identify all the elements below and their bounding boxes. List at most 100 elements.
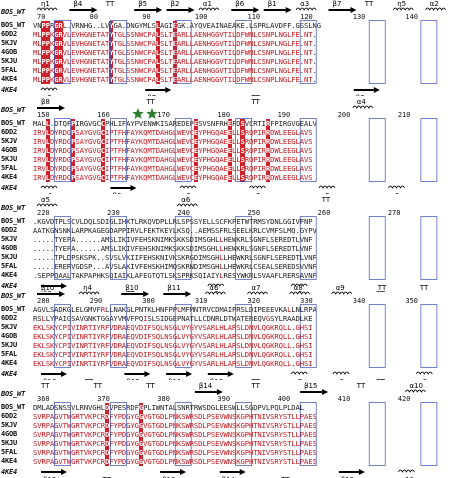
beta-strand-arrowhead bbox=[130, 185, 137, 191]
alignment-block: η1 β4 TT β5 β2 α1 β6 β1 α3 β7 TT η5 α2 BOS_WT 70 80 90 10… bbox=[0, 0, 474, 96]
similarity-frame bbox=[368, 402, 386, 466]
similarity-frame bbox=[420, 118, 438, 182]
conservation-frames bbox=[54, 304, 438, 368]
structure-track-name-bottom: 4KE4 bbox=[1, 184, 18, 192]
sequence-name: 5KJV bbox=[1, 323, 18, 331]
helix-coil bbox=[36, 203, 58, 207]
structure-label: α6 bbox=[293, 290, 303, 292]
structure-label: η6 bbox=[391, 192, 400, 194]
structure-label: TT bbox=[105, 0, 115, 8]
sequence-residues: IRVLDYRDGPSAYGVGCIPTFHFAYKQMTDAHGLWEVCEY… bbox=[33, 128, 313, 137]
sequence-name: 4GOB bbox=[1, 146, 18, 154]
structure-label: α5 bbox=[41, 196, 50, 204]
helix-coil bbox=[78, 291, 100, 295]
helix-coil bbox=[205, 291, 226, 295]
similarity-frame bbox=[235, 304, 252, 368]
residue-number: 290 bbox=[89, 297, 103, 305]
structure-label: β6 bbox=[235, 0, 244, 8]
sequence-name: BOS_WT bbox=[1, 21, 26, 29]
structure-label: β11 bbox=[167, 284, 180, 292]
structure-label: β6 bbox=[113, 192, 122, 194]
similarity-frame bbox=[54, 304, 71, 368]
beta-strand-arrowhead bbox=[91, 7, 98, 13]
structure-track-name: BOS_WT bbox=[1, 106, 26, 114]
sequence-row: 4GOB SVRPAGVTWGRTVKPCRDFYPDGYGGVGTGDLPNKS… bbox=[0, 430, 474, 439]
star-icon bbox=[146, 108, 158, 119]
sequence-name: 5KJU bbox=[1, 341, 18, 349]
residue-number: 390 bbox=[217, 395, 231, 403]
sequence-residues: SVRPAGVTWGRTVKPCRDFYPDGYGGVGTGDLPNKSWRSD… bbox=[33, 448, 317, 457]
residue-number: 310 bbox=[194, 297, 208, 305]
beta-strand-arrowhead bbox=[61, 371, 67, 377]
sequence-name: 5FAL bbox=[1, 262, 18, 270]
sequence-row: 5FAL SVRPAGVTWGRTVKPCRDFYPDGYGGVGTGDLPNKS… bbox=[0, 448, 474, 457]
sequence-residues: SVRPAGVTWGRTVKPCRDFYPDGYGGVGTGDLPNKSWRSD… bbox=[33, 421, 317, 430]
sequence-residues: IRVLDYRDGPSAYGVGCIPTFHFAYKQMTDAHGLWEVCEY… bbox=[33, 164, 313, 173]
sequence-residues: EKLSKYCPIVINRTIYRFVDRAEQVDIFSQLNSGLVYGYV… bbox=[33, 323, 313, 332]
sequence-row: 6DD2 IRVLDYRDGPSAYGVGCIPTFHFAYKQMTDAHGLWE… bbox=[0, 128, 474, 137]
structure-label: TT bbox=[364, 0, 374, 8]
sequence-row: 4GOB MLPPKGRVLEVHGNETATYTGLSSNWCPALSLTEAR… bbox=[0, 48, 474, 57]
similarity-frame bbox=[174, 20, 192, 84]
structure-track-name-bottom: 4KE4 bbox=[1, 86, 18, 94]
sequence-residues: SVRPAGVTWGRTVKPCRDFYPDGYGGVGTGDLPNKSWRSD… bbox=[33, 439, 317, 448]
structure-label: β7 bbox=[333, 0, 342, 8]
sequence-residues: EKLSKYCPIVINRTIYRFVDRAEQVDIFSQLNSGLVYGYV… bbox=[33, 332, 313, 341]
structure-label: β10 bbox=[43, 378, 56, 380]
sequence-name: 5FAL bbox=[1, 66, 18, 74]
beta-strand-arrowhead bbox=[144, 371, 151, 377]
structure-label: β7 bbox=[147, 94, 156, 96]
sequence-name: 5KJV bbox=[1, 39, 18, 47]
structure-label: TT bbox=[84, 378, 94, 380]
sequence-residues: .KGVDTPLSCVLDQLSDIGLIHKTLRKQVDPLLRLSPSSY… bbox=[33, 217, 313, 226]
beta-strand-arrowhead bbox=[186, 371, 193, 377]
structure-label: β3 bbox=[356, 94, 365, 96]
sequence-row: 5KJU EKLSKYCPIVINRTIYRFVDRAEQVDIFSQLNSGLV… bbox=[0, 341, 474, 350]
beta-strand-arrowhead bbox=[165, 87, 172, 93]
structure-label: α6 bbox=[209, 284, 219, 292]
sequence-row: 5FAL .....ERERVGDSP...AVSLAKIVFEHSKHIMQSK… bbox=[0, 262, 474, 271]
structure-track-name-bottom: 4KE4 bbox=[1, 282, 18, 290]
secondary-structure-track-bottom: β9TTη6α6TT bbox=[41, 283, 386, 292]
similarity-frame bbox=[299, 118, 317, 182]
sequence-row: 5FAL IRVLDYRDGPSAYGVGCIPTFHFAYKQMTDAHGLWE… bbox=[0, 164, 474, 173]
structure-label: β15 bbox=[304, 382, 317, 390]
structure-label: TT bbox=[40, 382, 50, 390]
beta-strand-arrowhead bbox=[59, 105, 65, 111]
residue-number: 330 bbox=[300, 297, 313, 305]
residue-number: 380 bbox=[157, 395, 170, 403]
beta-strand-arrowhead bbox=[156, 7, 163, 13]
sequence-residues: SVRPAGVTWGRTVKPCRDFYPDGYGGVGTGDLPNKSWRSD… bbox=[33, 412, 317, 421]
sequence-residues: AATKGNSNKLARPKAGEGDAPPIRVLFEKTKEYLKSQ..A… bbox=[33, 226, 317, 235]
similarity-frame bbox=[235, 20, 252, 84]
structure-label: α9 bbox=[336, 284, 345, 292]
sequence-name: 5KJV bbox=[1, 421, 18, 429]
sequence-row: 4GOB EKLSKYCPIVINRTIYRFVDRAEQVDIFSQLNSGLV… bbox=[0, 332, 474, 341]
similarity-frame bbox=[174, 402, 192, 466]
residue-number: 220 bbox=[37, 209, 50, 217]
structure-label: α1 bbox=[203, 0, 212, 8]
sequence-name: 4GOB bbox=[1, 48, 18, 56]
sequence-name: 5KJU bbox=[1, 155, 18, 163]
helix-coil bbox=[289, 291, 310, 295]
residue-number: 90 bbox=[142, 13, 151, 21]
structure-label: TT bbox=[251, 98, 261, 106]
sequence-row: 4KE4 MLPPKGRVLEVHGNETATYTGLSSNWCPALSLTEAR… bbox=[0, 75, 474, 84]
sequence-name: 4GOB bbox=[1, 332, 18, 340]
similarity-frame bbox=[54, 20, 71, 84]
sequence-row: 4KE4 .SEPPQAALTAKPAPHKSQIAIKLAFEGTQTLSKSP… bbox=[0, 271, 474, 280]
residue-number: 110 bbox=[247, 13, 261, 21]
helix-coil bbox=[179, 185, 197, 189]
helix-coil bbox=[207, 283, 225, 287]
sequence-residues: IRVLDYRDGPSAYGVGCIPTFHFAYKQMTDAHGLWEVCEY… bbox=[33, 155, 313, 164]
sequence-residues: EKLSKYCPIVINRTIYRFVDRAEQVDIFSQLNSGLVYGYV… bbox=[33, 341, 313, 350]
similarity-frame bbox=[235, 118, 252, 182]
sequence-residues: IRVLDYRDGPSAYGVGCIPTFHFAYKQMTDAHGLWEVCEY… bbox=[33, 137, 313, 146]
sequence-row: 5FAL EKLSKYCPIVINRTIYRFVDRAEQVDIFSQLNSGLV… bbox=[0, 350, 474, 359]
helix-coil bbox=[40, 87, 58, 91]
structure-label: α4 bbox=[357, 98, 367, 106]
beta-strand-arrowhead bbox=[227, 371, 234, 377]
similarity-frame bbox=[420, 304, 438, 368]
residue-number: 400 bbox=[277, 395, 291, 403]
helix-coil bbox=[405, 389, 426, 393]
